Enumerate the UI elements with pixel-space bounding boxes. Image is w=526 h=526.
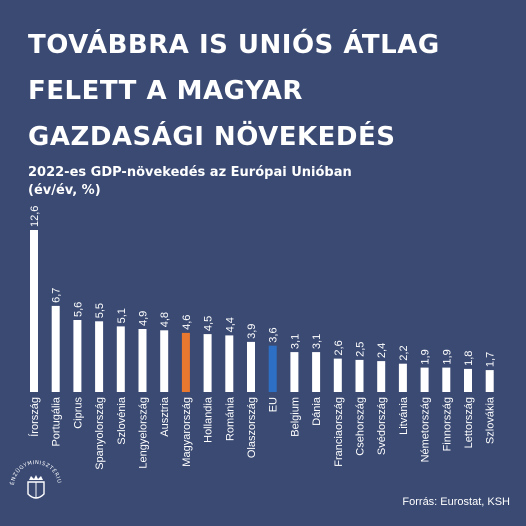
category-label: Litvánia bbox=[398, 396, 410, 435]
bar bbox=[116, 326, 125, 392]
value-label: 4,5 bbox=[203, 316, 215, 331]
value-label: 4,4 bbox=[224, 317, 236, 332]
category-label: Csehország bbox=[355, 397, 367, 456]
value-label: 3,6 bbox=[268, 327, 280, 342]
value-label: 1,9 bbox=[420, 349, 432, 364]
category-label: Románia bbox=[224, 396, 236, 441]
bar bbox=[181, 332, 190, 392]
value-label: 6,7 bbox=[51, 288, 63, 303]
value-label: 2,4 bbox=[376, 343, 388, 358]
value-label: 5,1 bbox=[116, 308, 128, 323]
value-label: 5,5 bbox=[94, 303, 106, 318]
category-label: Ciprus bbox=[72, 397, 84, 429]
value-label: 12,6 bbox=[29, 206, 41, 227]
bar bbox=[485, 370, 494, 392]
value-label: 2,6 bbox=[333, 340, 345, 355]
subtitle-line-1: 2022-es GDP-növekedés az Európai Unióban bbox=[28, 165, 352, 180]
bar bbox=[51, 305, 60, 392]
category-label: Lengyelország bbox=[138, 397, 150, 469]
category-label: Lettország bbox=[463, 397, 475, 448]
bar bbox=[333, 358, 342, 392]
value-label: 3,1 bbox=[289, 334, 301, 349]
category-label: Portugália bbox=[51, 396, 63, 446]
bar bbox=[160, 330, 169, 392]
bar bbox=[312, 352, 321, 392]
bar bbox=[247, 341, 255, 392]
bar bbox=[73, 320, 82, 392]
value-label: 2,2 bbox=[398, 345, 410, 360]
category-label: Szlovénia bbox=[116, 396, 128, 445]
bar bbox=[203, 334, 212, 392]
value-label: 3,9 bbox=[246, 324, 258, 339]
value-label: 4,9 bbox=[138, 311, 150, 326]
value-label: 1,7 bbox=[485, 352, 497, 367]
category-label: Ausztria bbox=[159, 396, 171, 437]
bar bbox=[464, 368, 472, 392]
category-label: EU bbox=[268, 397, 280, 412]
chart-subtitle: 2022-es GDP-növekedés az Európai Unióban… bbox=[28, 164, 352, 200]
subtitle-line-2: (év/év, %) bbox=[28, 183, 101, 198]
bar bbox=[442, 367, 451, 392]
bar bbox=[398, 363, 407, 392]
category-label: Németország bbox=[420, 397, 432, 462]
bar bbox=[95, 321, 104, 392]
title-line-3: gazdasági növekedés bbox=[28, 122, 396, 152]
category-label: Spanyolország bbox=[94, 397, 106, 470]
source-note: Forrás: Eurostat, KSH bbox=[402, 496, 510, 508]
value-label: 1,9 bbox=[441, 349, 453, 364]
category-label: Belgium bbox=[289, 397, 301, 437]
category-label: Olaszország bbox=[246, 397, 258, 458]
category-label: Írország bbox=[28, 397, 41, 437]
value-label: 4,8 bbox=[159, 312, 171, 327]
category-label: Hollandia bbox=[203, 396, 215, 443]
value-label: 2,5 bbox=[355, 342, 367, 357]
title-line-1: Továbbra is uniós átlag bbox=[28, 30, 440, 60]
title-line-2: felett a magyar bbox=[28, 76, 303, 106]
bar bbox=[290, 352, 299, 392]
bar bbox=[268, 345, 277, 392]
value-label: 3,1 bbox=[311, 334, 323, 349]
ministry-logo: PÉNZÜGYMINISZTÉRIUM bbox=[4, 446, 61, 499]
category-label: Franciaország bbox=[333, 397, 345, 467]
chart-title: Továbbra is uniós átlag felett a magyar … bbox=[28, 22, 440, 160]
bar bbox=[355, 359, 364, 392]
category-label: Magyarország bbox=[181, 397, 193, 467]
bar bbox=[138, 329, 147, 392]
category-label: Svédország bbox=[376, 397, 388, 455]
bar bbox=[420, 367, 429, 392]
category-label: Szlovákia bbox=[485, 396, 497, 444]
value-label: 5,6 bbox=[72, 302, 84, 317]
value-label: 4,6 bbox=[181, 315, 193, 330]
category-label: Dánia bbox=[311, 396, 323, 426]
value-label: 1,8 bbox=[463, 351, 475, 366]
bar bbox=[377, 361, 386, 392]
bar bbox=[30, 230, 38, 392]
bar bbox=[225, 335, 234, 392]
category-label: Finnország bbox=[441, 397, 453, 451]
